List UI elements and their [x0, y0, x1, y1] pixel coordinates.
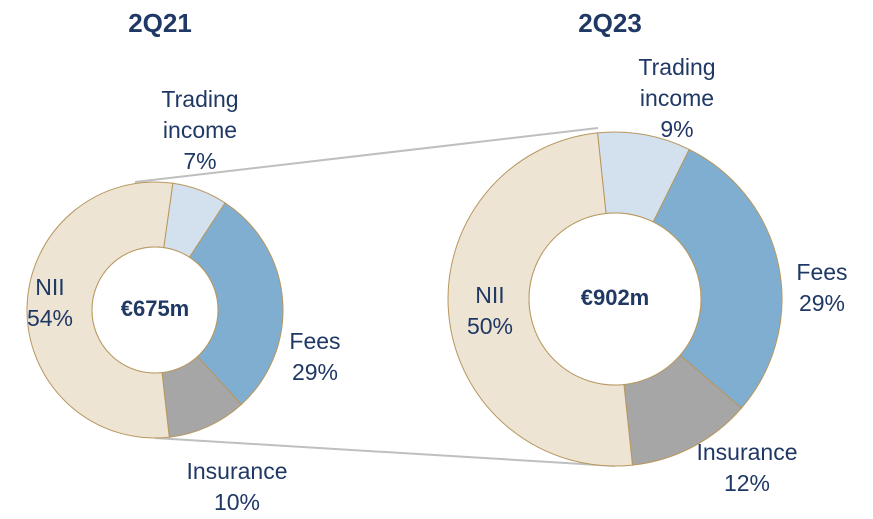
slice-label: Fees 29% — [777, 257, 867, 319]
value-label: 9% — [660, 116, 694, 142]
value-label: 50% — [466, 313, 514, 339]
donut-hole — [528, 212, 702, 386]
slice-label: NII 54% — [15, 272, 85, 334]
value-label: 29% — [291, 359, 339, 385]
slice-label: NII 50% — [455, 280, 525, 342]
category-label: Fees — [289, 328, 341, 354]
connector — [134, 127, 599, 183]
category-label: NII — [475, 282, 505, 308]
value-label: 54% — [26, 305, 74, 331]
slice-label: Trading income 7% — [140, 84, 260, 177]
center-label: €902m — [581, 285, 650, 310]
category-label: Insurance — [186, 458, 288, 484]
value-label: 29% — [798, 290, 846, 316]
category-label: Trading income — [161, 86, 239, 143]
value-label: 12% — [723, 470, 771, 496]
chart-title: 2Q23 — [578, 8, 642, 38]
category-label: NII — [35, 274, 65, 300]
category-label: Fees — [796, 259, 848, 285]
slice-label: Fees 29% — [270, 326, 360, 388]
chart-title: 2Q21 — [128, 8, 192, 38]
connector — [154, 437, 616, 467]
slice-label: Insurance 12% — [667, 437, 827, 499]
center-label: €675m — [121, 296, 190, 321]
value-label: 10% — [213, 489, 261, 515]
value-label: 7% — [183, 148, 217, 174]
slice-label: Insurance 10% — [157, 456, 317, 518]
donut-hole — [91, 246, 219, 374]
slice-label: Trading income 9% — [617, 52, 737, 145]
category-label: Trading income — [638, 54, 716, 111]
category-label: Insurance — [696, 439, 798, 465]
